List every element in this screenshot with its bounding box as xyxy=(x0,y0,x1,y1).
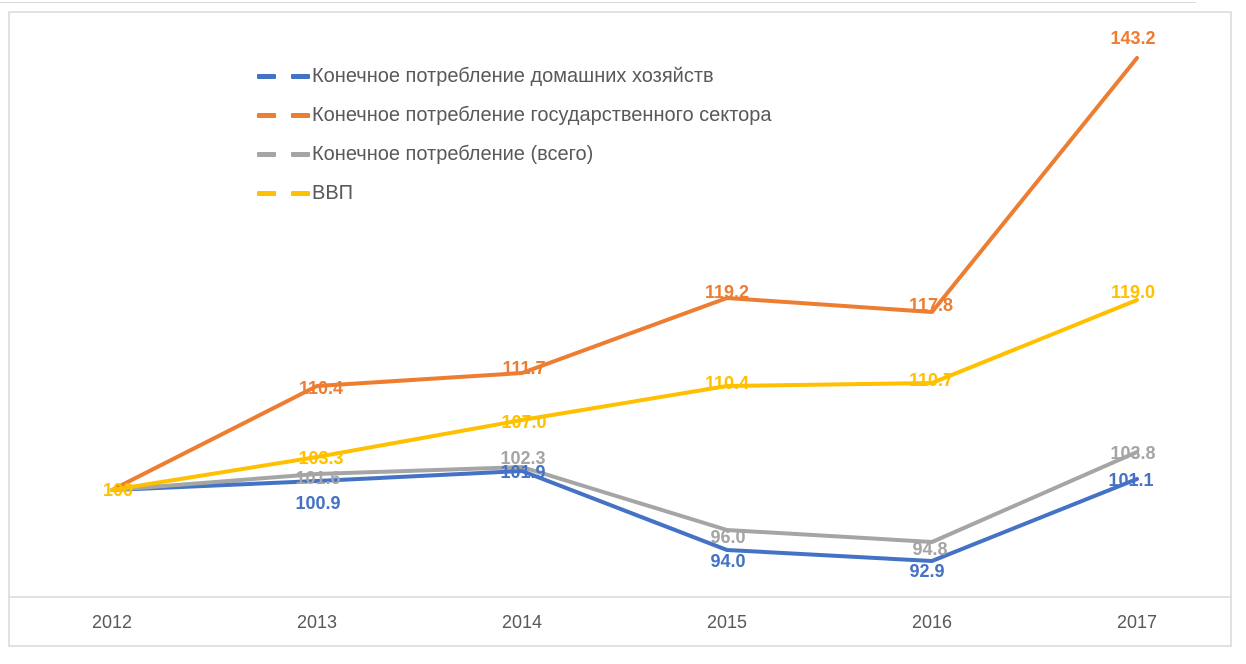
data-label: 101.6 xyxy=(295,468,340,488)
legend-key-icon xyxy=(257,74,310,79)
data-label: 110.4 xyxy=(299,378,343,398)
legend-item-2: Конечное потребление (всего) xyxy=(257,135,772,174)
legend-dash-icon xyxy=(257,191,276,196)
data-label: 101.1 xyxy=(1108,470,1153,490)
data-label: 94.0 xyxy=(710,551,745,571)
data-label: 96.0 xyxy=(710,527,745,547)
data-label: 110.4 xyxy=(705,373,749,393)
data-label-start: 100 xyxy=(103,480,133,500)
legend-dash-icon xyxy=(291,113,310,118)
series-line-0 xyxy=(110,469,1139,563)
legend-key-icon xyxy=(257,191,310,196)
legend-item-1: Конечное потребление государственного се… xyxy=(257,96,772,135)
legend-label: ВВП xyxy=(312,182,354,204)
series-line-3 xyxy=(110,298,1139,492)
legend-item-3: ВВП xyxy=(257,174,772,213)
x-axis-tick-label: 2016 xyxy=(912,612,952,632)
data-label: 103.3 xyxy=(298,448,343,468)
legend-key-icon xyxy=(257,113,310,118)
legend-dash-icon xyxy=(257,74,276,79)
legend-dash-icon xyxy=(291,191,310,196)
legend-item-0: Конечное потребление домашних хозяйств xyxy=(257,57,772,96)
data-label: 94.8 xyxy=(912,539,947,559)
divider xyxy=(0,2,1196,3)
legend-dash-icon xyxy=(291,74,310,79)
legend-dash-icon xyxy=(257,113,276,118)
chart-legend: Конечное потребление домашних хозяйств Ко… xyxy=(257,57,772,213)
data-label: 100.9 xyxy=(295,493,340,513)
data-label: 119.0 xyxy=(1111,282,1155,302)
legend-key-icon xyxy=(257,152,310,157)
data-label: 119.2 xyxy=(705,282,749,302)
legend-label: Конечное потребление домашних хозяйств xyxy=(312,65,714,87)
data-label: 110.7 xyxy=(909,370,953,390)
legend-dash-icon xyxy=(257,152,276,157)
series-line-2 xyxy=(110,450,1139,544)
data-label: 111.7 xyxy=(502,358,545,378)
legend-dash-icon xyxy=(291,152,310,157)
data-label: 143.2 xyxy=(1110,28,1155,48)
data-label: 101.9 xyxy=(500,462,545,482)
data-label: 92.9 xyxy=(909,561,944,581)
x-axis-tick-label: 2013 xyxy=(297,612,337,632)
x-axis-tick-label: 2017 xyxy=(1117,612,1157,632)
x-axis-tick-label: 2012 xyxy=(92,612,132,632)
legend-label: Конечное потребление государственного се… xyxy=(312,104,772,126)
data-label: 103.8 xyxy=(1110,443,1155,463)
x-axis-tick-label: 2015 xyxy=(707,612,747,632)
data-label: 107.0 xyxy=(501,412,546,432)
chart-frame xyxy=(8,11,1232,647)
data-label: 102.3 xyxy=(500,448,545,468)
x-axis-tick-label: 2014 xyxy=(502,612,542,632)
data-label: 117.8 xyxy=(909,295,953,315)
series-line-1 xyxy=(110,56,1139,492)
legend-label: Конечное потребление (всего) xyxy=(312,143,594,165)
